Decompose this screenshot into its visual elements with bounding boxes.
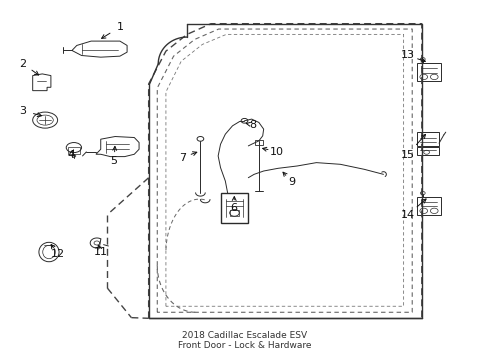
Bar [220,193,248,223]
Text: 9: 9 [287,177,294,187]
Text: 10: 10 [269,147,284,157]
Text: 4: 4 [67,150,75,160]
Text: 2018 Cadillac Escalade ESV
Front Door - Lock & Hardware: 2018 Cadillac Escalade ESV Front Door - … [177,331,311,350]
Bar [416,147,438,155]
Text: 11: 11 [94,247,107,257]
Bar [229,210,239,216]
Text: 7: 7 [178,153,185,163]
Text: 13: 13 [400,50,414,60]
Text: 14: 14 [400,210,414,220]
Bar [416,63,440,81]
Text: 12: 12 [50,249,64,259]
Text: 1: 1 [116,22,123,32]
Text: 5: 5 [110,156,118,166]
Text: 6: 6 [230,203,237,213]
Text: 15: 15 [400,150,414,160]
Bar [416,197,440,215]
Text: 3: 3 [20,106,26,116]
Bar [416,132,438,146]
Bar [255,140,262,145]
Bar [68,147,80,154]
Text: 8: 8 [249,120,256,130]
Text: 2: 2 [20,59,27,69]
